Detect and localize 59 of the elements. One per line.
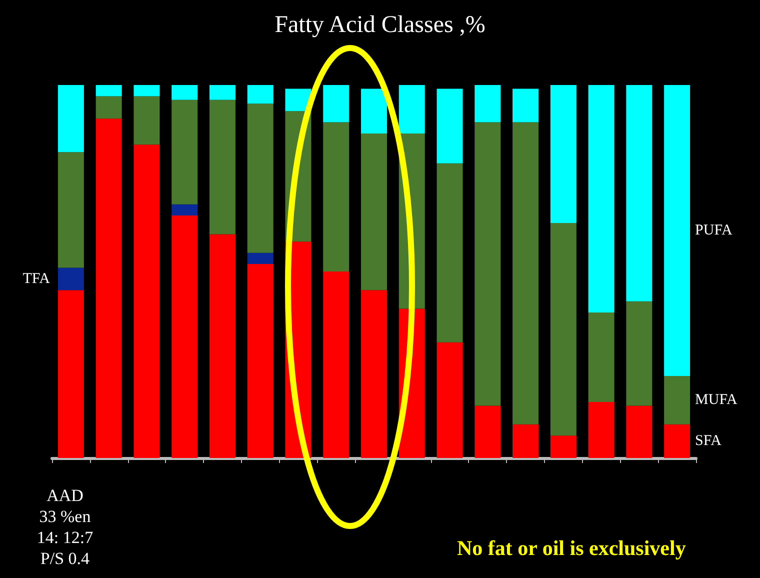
bar [626,406,652,458]
bar [58,268,84,290]
bar [550,223,576,436]
bar [436,342,463,458]
bar [512,122,539,424]
bar [512,424,539,458]
bar [361,290,387,458]
bar [664,424,690,458]
bar [474,122,501,406]
bar [247,104,274,253]
text: 14: 12:7 [36,528,94,548]
bar [323,272,350,458]
bar [474,85,501,122]
bar [323,85,350,122]
text: 33 %en [38,507,92,527]
bar [588,312,614,402]
bar [626,301,652,406]
bar [209,85,236,100]
bar [664,85,690,376]
bar [664,376,690,424]
series-label: TFA [22,270,50,287]
bar [209,100,236,234]
bar [474,406,501,458]
bar [247,85,274,104]
bar [550,436,576,458]
bar [58,152,84,268]
series-label: PUFA [695,222,732,238]
text: No fat or oil is exclusively [457,536,686,561]
bar [361,133,387,290]
bar [398,85,425,134]
bar [361,88,387,134]
bar [247,252,274,264]
bar [134,85,160,96]
bar [626,85,652,302]
bar [588,85,614,313]
bar [209,234,236,458]
bar [172,216,198,458]
bar [96,118,122,458]
bar [323,122,350,272]
series-label: MUFA [695,392,738,408]
bar [436,88,463,164]
bar [58,85,84,152]
bar [96,85,122,96]
bar [247,264,274,458]
bar [58,290,84,458]
chart-title: Fatty Acid Classes ,% [274,12,486,38]
text: P/S 0.4 [39,549,91,569]
bar [134,144,160,458]
series-label: SFA [695,433,722,450]
bar [172,85,198,100]
bar [172,204,198,216]
bar [172,100,198,204]
bar [436,163,463,342]
bar [588,402,614,458]
bar [550,85,576,224]
bar [134,96,160,145]
bar [512,88,539,122]
text: AAD [46,486,84,506]
bar [96,96,122,119]
